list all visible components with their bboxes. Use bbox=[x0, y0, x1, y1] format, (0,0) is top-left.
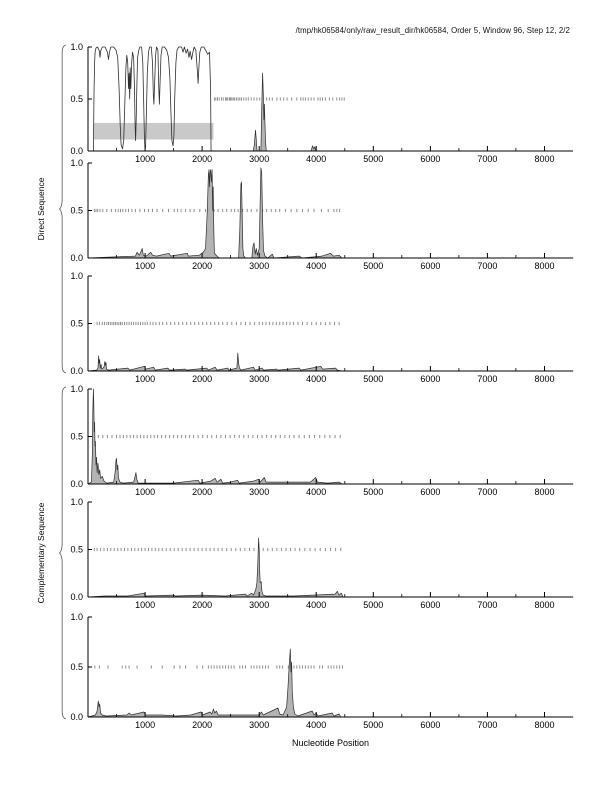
y-tick-label: 0.5 bbox=[70, 206, 83, 216]
group-label: Complementary Sequence bbox=[36, 502, 46, 603]
y-tick-label: 0.5 bbox=[70, 319, 83, 329]
y-tick-label: 0.0 bbox=[70, 592, 83, 602]
y-tick-label: 0.5 bbox=[70, 432, 83, 442]
x-tick-label: 8000 bbox=[534, 154, 554, 164]
probability-curve bbox=[260, 72, 267, 152]
panel-direct-frame-1: 1.0 0.5 0.0 1000 2000 3000 4000 5000 6000 7000 800… bbox=[70, 42, 573, 164]
x-tick-label: 4000 bbox=[306, 600, 326, 610]
x-tick-label: 3000 bbox=[249, 720, 269, 730]
y-tick-label: 0.0 bbox=[70, 253, 83, 263]
x-tick-label: 2000 bbox=[192, 261, 212, 271]
x-tick-label: 1000 bbox=[135, 600, 155, 610]
y-tick-label: 0.0 bbox=[70, 712, 83, 722]
x-tick-label: 2000 bbox=[192, 720, 212, 730]
x-tick-label: 1000 bbox=[135, 261, 155, 271]
x-tick-label: 2000 bbox=[192, 154, 212, 164]
probability-curve bbox=[93, 46, 212, 152]
y-tick-label: 1.0 bbox=[70, 384, 83, 394]
x-tick-label: 3000 bbox=[249, 487, 269, 497]
y-tick-label: 0.5 bbox=[70, 662, 83, 672]
probability-curve bbox=[87, 388, 574, 485]
y-tick-label: 0.0 bbox=[70, 479, 83, 489]
x-tick-label: 1000 bbox=[135, 154, 155, 164]
group-label: Direct Sequence bbox=[36, 177, 46, 240]
x-tick-label: 8000 bbox=[534, 261, 554, 271]
panel-complementary-frame-2: 1.0 0.5 0.0 1000 2000 3000 4000 5000 6000 7000 800… bbox=[70, 497, 574, 610]
x-tick-label: 4000 bbox=[306, 374, 326, 384]
x-tick-label: 8000 bbox=[534, 600, 554, 610]
x-tick-label: 6000 bbox=[420, 154, 440, 164]
probability-curve bbox=[87, 352, 574, 372]
x-tick-label: 7000 bbox=[477, 487, 497, 497]
panel-complementary-frame-3: 1.0 0.5 0.0 1000 2000 3000 4000 5000 6000 7000 800… bbox=[70, 612, 574, 730]
y-tick-label: 1.0 bbox=[70, 612, 83, 622]
probability-curve bbox=[87, 537, 574, 598]
group-brace bbox=[58, 386, 67, 720]
panel-direct-frame-2: 1.0 0.5 0.0 1000 2000 3000 4000 5000 6000 7000 800… bbox=[70, 158, 574, 271]
x-tick-label: 6000 bbox=[420, 720, 440, 730]
x-tick-label: 5000 bbox=[363, 487, 383, 497]
y-tick-label: 1.0 bbox=[70, 158, 83, 168]
y-tick-label: 1.0 bbox=[70, 42, 83, 52]
probability-curve bbox=[310, 145, 317, 152]
x-tick-label: 2000 bbox=[192, 374, 212, 384]
x-tick-label: 7000 bbox=[477, 261, 497, 271]
y-tick-label: 1.0 bbox=[70, 497, 83, 507]
y-tick-label: 0.5 bbox=[70, 94, 83, 104]
x-tick-label: 5000 bbox=[363, 154, 383, 164]
x-tick-label: 2000 bbox=[192, 600, 212, 610]
x-tick-label: 3000 bbox=[249, 261, 269, 271]
x-tick-label: 8000 bbox=[534, 487, 554, 497]
x-tick-label: 6000 bbox=[420, 600, 440, 610]
panel-complementary-frame-1: 1.0 0.5 0.0 1000 2000 3000 4000 5000 6000 7000 800… bbox=[70, 384, 574, 497]
x-tick-label: 7000 bbox=[477, 154, 497, 164]
x-tick-label: 3000 bbox=[249, 154, 269, 164]
x-tick-label: 7000 bbox=[477, 374, 497, 384]
x-axis-title: Nucleotide Position bbox=[292, 738, 369, 748]
y-tick-label: 0.5 bbox=[70, 545, 83, 555]
x-tick-label: 4000 bbox=[306, 154, 326, 164]
y-tick-label: 0.0 bbox=[70, 146, 83, 156]
x-tick-label: 2000 bbox=[192, 487, 212, 497]
x-tick-label: 8000 bbox=[534, 374, 554, 384]
x-tick-label: 7000 bbox=[477, 600, 497, 610]
x-tick-label: 5000 bbox=[363, 261, 383, 271]
x-tick-label: 6000 bbox=[420, 374, 440, 384]
x-tick-label: 7000 bbox=[477, 720, 497, 730]
x-tick-label: 1000 bbox=[135, 720, 155, 730]
x-tick-label: 3000 bbox=[249, 374, 269, 384]
x-tick-label: 6000 bbox=[420, 261, 440, 271]
sequence-group-0: Direct Sequence bbox=[36, 44, 67, 374]
x-tick-label: 5000 bbox=[363, 720, 383, 730]
group-brace bbox=[58, 44, 67, 374]
x-tick-label: 8000 bbox=[534, 720, 554, 730]
x-tick-label: 4000 bbox=[306, 261, 326, 271]
y-tick-label: 0.0 bbox=[70, 366, 83, 376]
x-tick-label: 6000 bbox=[420, 487, 440, 497]
probability-curve bbox=[87, 648, 574, 718]
plot-title: /tmp/hk06584/only/raw_result_dir/hk06584… bbox=[295, 26, 570, 35]
x-tick-label: 1000 bbox=[135, 374, 155, 384]
probability-curve bbox=[87, 167, 574, 259]
x-tick-label: 4000 bbox=[306, 487, 326, 497]
probability-curve bbox=[252, 129, 258, 152]
x-tick-label: 4000 bbox=[306, 720, 326, 730]
x-tick-label: 5000 bbox=[363, 600, 383, 610]
x-tick-label: 3000 bbox=[249, 600, 269, 610]
threshold-band bbox=[93, 122, 214, 140]
y-tick-label: 1.0 bbox=[70, 271, 83, 281]
panel-direct-frame-3: 1.0 0.5 0.0 1000 2000 3000 4000 5000 6000 7000 800… bbox=[70, 271, 574, 384]
x-tick-label: 1000 bbox=[135, 487, 155, 497]
sequence-group-1: Complementary Sequence bbox=[36, 386, 67, 720]
x-tick-label: 5000 bbox=[363, 374, 383, 384]
